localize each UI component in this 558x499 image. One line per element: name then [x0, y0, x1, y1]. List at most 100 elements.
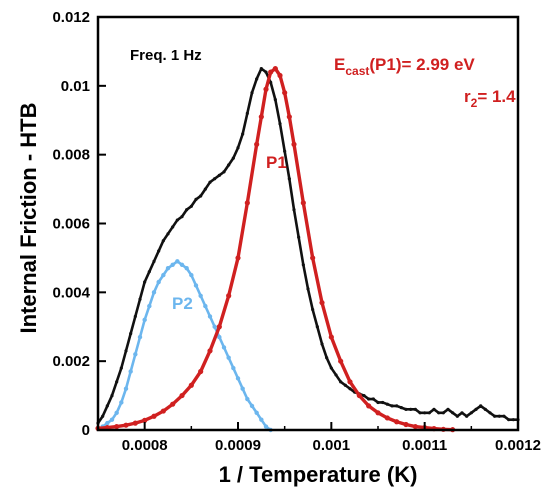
energy-symbol: E: [334, 55, 345, 74]
measured-point: [455, 414, 459, 418]
p1-point: [258, 114, 264, 120]
p2-point: [105, 420, 110, 426]
p2-point: [133, 352, 138, 357]
y-tick-label: 0.012: [52, 9, 90, 26]
p2-point: [193, 283, 199, 288]
measured-point: [460, 411, 464, 415]
p1-point: [207, 348, 213, 354]
p1-point: [300, 200, 306, 206]
energy-subscript: cast: [345, 64, 369, 78]
measured-point: [339, 380, 343, 384]
measured-point: [283, 149, 287, 153]
p2-point: [221, 345, 227, 350]
measured-point: [427, 411, 431, 415]
measured-point: [255, 77, 259, 81]
measured-point: [418, 411, 422, 415]
measured-point: [287, 177, 291, 181]
p2-point: [161, 272, 166, 278]
activation-energy-annotation: Ecast(P1)= 2.99 eV: [334, 55, 475, 78]
p1-point: [170, 401, 176, 407]
p1-point: [375, 410, 381, 416]
y-tick-label: 0.01: [61, 78, 90, 95]
p2-point: [142, 317, 147, 323]
p1-peak-label: P1: [266, 153, 287, 172]
measured-point: [488, 411, 492, 415]
p1-series: [95, 66, 456, 433]
p1-point: [356, 392, 362, 399]
measured-point: [404, 407, 408, 411]
p2-point: [137, 334, 143, 340]
measured-point: [465, 414, 469, 418]
p2-point: [212, 324, 217, 329]
x-tick-label: 0.0012: [495, 437, 541, 454]
measured-point: [371, 397, 375, 401]
p1-point: [394, 419, 400, 425]
measured-point: [185, 208, 189, 212]
measured-point: [217, 173, 221, 177]
r2-symbol: r: [464, 87, 471, 106]
measured-point: [343, 383, 347, 387]
measured-point: [208, 180, 212, 184]
measured-point: [203, 187, 207, 191]
measured-point: [469, 411, 473, 415]
measured-point: [502, 414, 506, 418]
measured-point: [320, 342, 324, 346]
measured-point: [446, 407, 450, 411]
p1-point: [142, 417, 148, 423]
measured-series: [96, 67, 520, 425]
measured-point: [264, 70, 268, 74]
p2-point: [123, 386, 129, 391]
measured-point: [269, 80, 273, 84]
measured-point: [119, 366, 123, 370]
measured-point: [236, 146, 240, 150]
frequency-annotation: Freq. 1 Hz: [130, 47, 202, 64]
y-tick-label: 0.004: [52, 284, 90, 301]
measured-point: [395, 404, 399, 408]
p2-peak-label: P2: [172, 294, 193, 313]
x-axis-label: 1 / Temperature (K): [219, 462, 418, 487]
p2-point: [151, 290, 157, 295]
p1-point: [272, 66, 278, 72]
measured-point: [390, 404, 394, 408]
p2-point: [179, 262, 185, 267]
measured-point: [231, 156, 235, 160]
measured-point: [348, 387, 352, 391]
y-tick-label: 0.008: [52, 147, 90, 164]
measured-point: [511, 418, 515, 422]
measured-point: [194, 197, 198, 202]
measured-point: [381, 400, 385, 405]
measured-point: [199, 194, 203, 198]
measured-point: [189, 204, 193, 208]
p2-point: [156, 279, 161, 285]
measured-point: [138, 297, 142, 301]
measured-point: [483, 407, 487, 411]
p1-point: [254, 141, 260, 147]
p2-point: [226, 355, 231, 360]
measured-point: [292, 208, 296, 212]
p2-point: [245, 396, 250, 402]
measured-point: [423, 411, 427, 415]
p2-point: [165, 266, 171, 271]
measured-point: [297, 235, 301, 239]
p1-point: [328, 334, 334, 340]
y-tick-label: 0.006: [52, 216, 90, 233]
p1-point: [235, 255, 241, 261]
p1-point: [198, 368, 204, 375]
p1-point: [179, 392, 185, 399]
p1-point: [268, 69, 274, 75]
measured-point: [124, 349, 128, 353]
measured-point: [399, 406, 403, 410]
p2-point: [119, 400, 124, 405]
measured-series-line: [96, 67, 520, 425]
p1-point: [132, 420, 138, 426]
p1-point: [216, 324, 222, 330]
p1-point: [244, 200, 250, 206]
measured-point: [245, 111, 249, 115]
measured-point: [147, 270, 151, 274]
measured-point: [479, 404, 483, 408]
measured-point: [166, 232, 170, 236]
measured-point: [115, 380, 119, 384]
p2-point: [203, 303, 208, 309]
r2-value: = 1.4: [477, 87, 516, 106]
measured-point: [180, 215, 184, 219]
